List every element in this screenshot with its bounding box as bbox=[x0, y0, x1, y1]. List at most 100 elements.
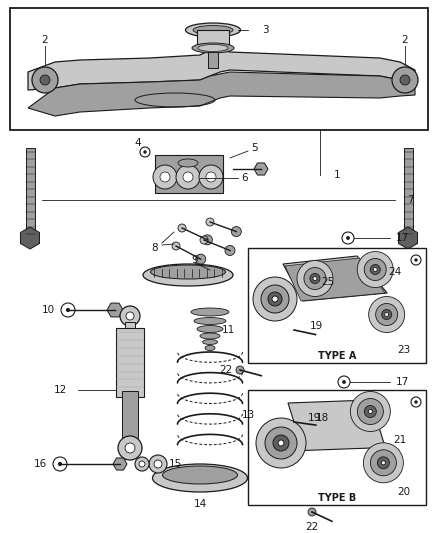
Text: 14: 14 bbox=[193, 499, 207, 509]
Circle shape bbox=[364, 443, 403, 483]
Circle shape bbox=[381, 310, 392, 319]
Text: 23: 23 bbox=[397, 345, 411, 355]
Text: 6: 6 bbox=[242, 173, 248, 183]
Polygon shape bbox=[107, 303, 123, 317]
Circle shape bbox=[172, 242, 180, 250]
Circle shape bbox=[32, 67, 58, 93]
Circle shape bbox=[371, 450, 396, 476]
Circle shape bbox=[308, 508, 316, 516]
Circle shape bbox=[126, 312, 134, 320]
Polygon shape bbox=[288, 400, 385, 450]
Circle shape bbox=[153, 165, 177, 189]
Circle shape bbox=[357, 252, 393, 287]
Circle shape bbox=[236, 366, 244, 374]
Text: 17: 17 bbox=[396, 377, 409, 387]
Text: 18: 18 bbox=[315, 413, 328, 423]
Circle shape bbox=[381, 461, 385, 465]
Ellipse shape bbox=[202, 340, 218, 344]
Circle shape bbox=[206, 172, 216, 182]
Circle shape bbox=[40, 75, 50, 85]
Ellipse shape bbox=[143, 264, 233, 286]
Circle shape bbox=[378, 457, 389, 469]
Text: 15: 15 bbox=[168, 459, 182, 469]
Circle shape bbox=[199, 165, 223, 189]
Polygon shape bbox=[285, 258, 385, 301]
Circle shape bbox=[273, 435, 289, 451]
Circle shape bbox=[370, 264, 380, 274]
Circle shape bbox=[183, 172, 193, 182]
Circle shape bbox=[392, 67, 418, 93]
Circle shape bbox=[343, 381, 345, 383]
Text: 19: 19 bbox=[309, 321, 323, 331]
Ellipse shape bbox=[152, 464, 247, 492]
Circle shape bbox=[154, 460, 162, 468]
Circle shape bbox=[376, 303, 398, 326]
Bar bbox=[116, 328, 144, 397]
Circle shape bbox=[415, 259, 417, 261]
Ellipse shape bbox=[191, 308, 229, 316]
Circle shape bbox=[256, 418, 306, 468]
Circle shape bbox=[261, 285, 289, 313]
Polygon shape bbox=[399, 227, 417, 249]
Bar bbox=[197, 30, 229, 48]
Circle shape bbox=[265, 427, 297, 459]
Text: 4: 4 bbox=[135, 138, 141, 148]
Bar bbox=[122, 391, 138, 438]
Text: 22: 22 bbox=[305, 522, 318, 532]
Circle shape bbox=[160, 172, 170, 182]
Circle shape bbox=[304, 268, 326, 289]
Bar bbox=[10, 8, 428, 130]
Polygon shape bbox=[28, 72, 415, 116]
Bar bbox=[125, 322, 135, 332]
Circle shape bbox=[125, 443, 135, 453]
Text: 8: 8 bbox=[152, 243, 158, 253]
Circle shape bbox=[118, 436, 142, 460]
Text: 21: 21 bbox=[393, 435, 406, 445]
Ellipse shape bbox=[186, 23, 240, 37]
Text: 22: 22 bbox=[219, 365, 233, 375]
Circle shape bbox=[369, 296, 405, 333]
Circle shape bbox=[313, 277, 317, 280]
Circle shape bbox=[290, 418, 298, 426]
Ellipse shape bbox=[200, 333, 220, 339]
Circle shape bbox=[310, 273, 320, 284]
Circle shape bbox=[178, 224, 186, 232]
Circle shape bbox=[202, 235, 212, 245]
Polygon shape bbox=[283, 256, 387, 301]
Circle shape bbox=[297, 261, 333, 296]
Circle shape bbox=[200, 236, 208, 244]
Circle shape bbox=[415, 401, 417, 403]
Circle shape bbox=[253, 277, 297, 321]
Bar bbox=[25, 148, 35, 238]
Text: 16: 16 bbox=[33, 459, 46, 469]
Bar bbox=[155, 155, 223, 193]
Bar bbox=[403, 148, 413, 238]
Circle shape bbox=[67, 309, 69, 311]
Bar bbox=[248, 390, 426, 505]
Ellipse shape bbox=[178, 159, 198, 167]
Polygon shape bbox=[21, 227, 39, 249]
Text: TYPE B: TYPE B bbox=[318, 493, 356, 503]
Ellipse shape bbox=[198, 44, 228, 52]
Text: 10: 10 bbox=[42, 305, 55, 315]
Circle shape bbox=[231, 227, 241, 237]
Circle shape bbox=[135, 457, 149, 471]
Text: TYPE A: TYPE A bbox=[318, 351, 356, 361]
Circle shape bbox=[176, 165, 200, 189]
Text: 5: 5 bbox=[252, 143, 258, 153]
Ellipse shape bbox=[151, 265, 226, 279]
Polygon shape bbox=[254, 163, 268, 175]
Circle shape bbox=[59, 463, 61, 465]
Circle shape bbox=[400, 75, 410, 85]
Circle shape bbox=[120, 306, 140, 326]
Circle shape bbox=[196, 254, 206, 264]
Circle shape bbox=[364, 406, 376, 417]
Ellipse shape bbox=[205, 345, 215, 351]
Text: 13: 13 bbox=[241, 410, 254, 420]
Text: 25: 25 bbox=[321, 277, 335, 287]
Text: 3: 3 bbox=[261, 25, 268, 35]
Text: 1: 1 bbox=[334, 170, 340, 180]
Ellipse shape bbox=[192, 43, 234, 53]
Text: 20: 20 bbox=[397, 487, 410, 497]
Circle shape bbox=[278, 440, 284, 446]
